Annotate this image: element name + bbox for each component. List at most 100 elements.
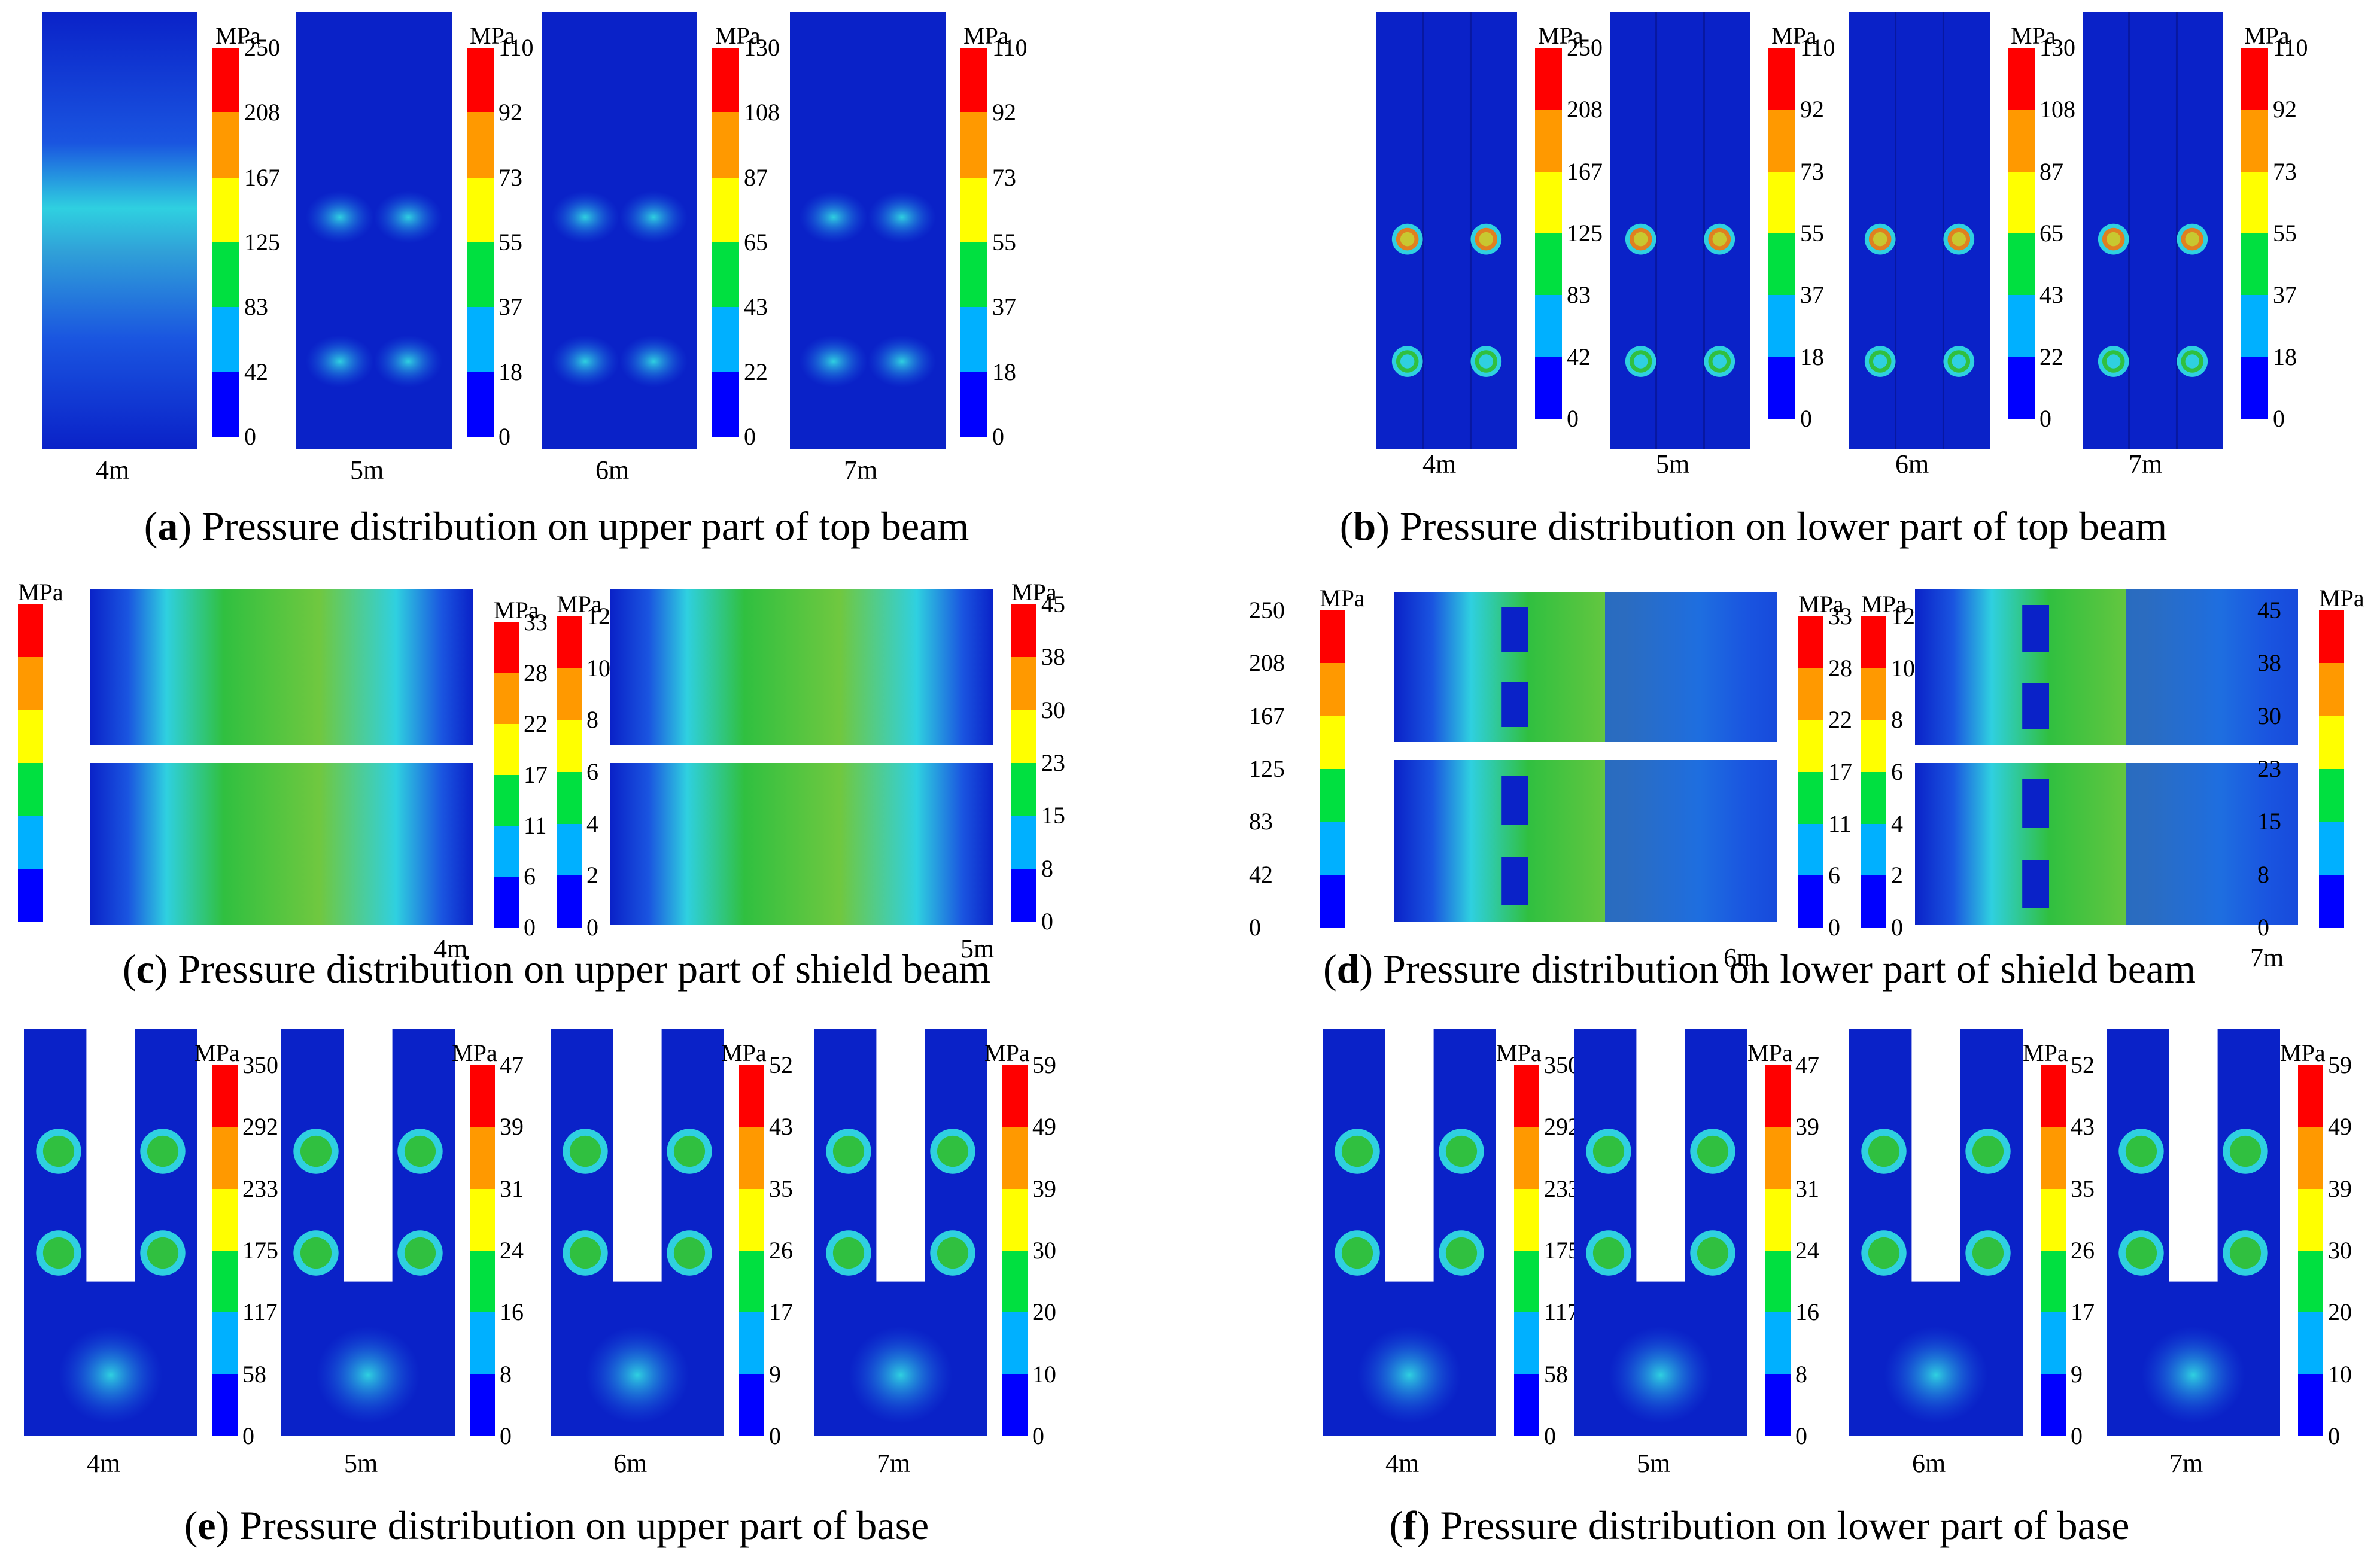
colorbar-tick-label: 8: [1795, 1360, 1807, 1388]
colorbar-unit-label: MPa: [215, 22, 261, 49]
colorbar-tick-label: 30: [2257, 702, 2281, 729]
panel-caption: (a) Pressure distribution on upper part …: [144, 503, 969, 549]
colorbar: [1861, 616, 1886, 928]
colorbar-segment: [2241, 171, 2268, 233]
colorbar-tick-label: 125: [1249, 755, 1285, 782]
colorbar-segment: [2008, 171, 2035, 233]
colorbar-tick-label: 73: [2273, 157, 2297, 185]
colorbar-unit-label: MPa: [2011, 22, 2056, 49]
colorbar-segment: [212, 177, 239, 242]
colorbar-tick-label: 8: [1891, 706, 1903, 734]
colorbar-tick-label: 37: [992, 293, 1016, 321]
colorbar-tick-label: 0: [524, 914, 536, 941]
colorbar: [1002, 1065, 1028, 1436]
colorbar: [1765, 1065, 1791, 1436]
colorbar: [2008, 48, 2035, 419]
colorbar-unit-label: MPa: [557, 591, 602, 618]
colorbar-segment: [1861, 668, 1886, 720]
colorbar-segment: [467, 372, 494, 437]
colorbar-tick-label: 87: [2039, 157, 2063, 185]
colorbar-segment: [2041, 1312, 2066, 1374]
plot-label-5m: 5m: [1637, 1449, 1671, 1478]
colorbar-segment: [1320, 822, 1345, 875]
colorbar-tick-label: 175: [242, 1237, 278, 1264]
colorbar-segment: [2298, 1127, 2323, 1189]
colorbar-tick-label: 0: [1795, 1422, 1807, 1449]
colorbar-tick-label: 110: [1800, 34, 1835, 61]
colorbar-tick-label: 0: [744, 423, 756, 450]
colorbar-segment: [467, 177, 494, 242]
colorbar: [557, 616, 582, 928]
colorbar-segment: [1765, 1188, 1791, 1251]
base-upper-plot: [814, 1029, 987, 1436]
colorbar-tick-label: 0: [1567, 405, 1579, 432]
colorbar-segment: [739, 1127, 764, 1189]
colorbar-tick-label: 35: [769, 1175, 793, 1202]
colorbar-segment: [18, 710, 43, 763]
colorbar: [212, 48, 239, 437]
plot-label-6m: 6m: [595, 455, 630, 485]
colorbar-tick-label: 83: [1249, 808, 1273, 835]
colorbar-tick-label: 42: [1567, 343, 1591, 370]
colorbar-tick-label: 37: [2273, 281, 2297, 309]
colorbar-segment: [2008, 48, 2035, 110]
colorbar-segment: [1768, 48, 1795, 110]
colorbar-unit-label: MPa: [984, 1039, 1030, 1066]
colorbar-segment: [212, 1188, 238, 1251]
colorbar-segment: [1765, 1127, 1791, 1189]
colorbar-segment: [2319, 822, 2344, 875]
colorbar-tick-label: 130: [2039, 34, 2075, 61]
colorbar-segment: [960, 242, 987, 308]
colorbar-tick-label: 208: [1249, 649, 1285, 677]
colorbar-segment: [1002, 1312, 1028, 1374]
colorbar-tick-label: 17: [1828, 758, 1852, 785]
colorbar-tick-label: 22: [1828, 706, 1852, 734]
plot-label-7m: 7m: [2169, 1449, 2203, 1478]
colorbar-tick-label: 38: [1041, 643, 1065, 671]
colorbar-tick-label: 26: [2071, 1237, 2095, 1264]
colorbar-tick-label: 110: [499, 34, 534, 61]
colorbar-tick-label: 73: [1800, 157, 1824, 185]
colorbar-segment: [1798, 616, 1823, 668]
colorbar-tick-label: 18: [1800, 343, 1824, 370]
colorbar-unit-label: MPa: [2244, 22, 2290, 49]
colorbar-segment: [1861, 772, 1886, 824]
colorbar-tick-label: 43: [2071, 1113, 2095, 1141]
colorbar-segment: [467, 112, 494, 178]
colorbar-segment: [467, 242, 494, 308]
colorbar-segment: [557, 823, 582, 876]
colorbar-tick-label: 30: [1041, 696, 1065, 723]
colorbar-tick-label: 9: [2071, 1360, 2083, 1388]
colorbar-tick-label: 12: [1891, 603, 1915, 630]
colorbar-tick-label: 26: [769, 1237, 793, 1264]
colorbar-segment: [739, 1188, 764, 1251]
colorbar-segment: [1768, 110, 1795, 172]
colorbar: [494, 622, 519, 928]
plot-label-7m: 7m: [2250, 943, 2284, 972]
colorbar-tick-label: 0: [586, 914, 598, 941]
colorbar-segment: [1798, 772, 1823, 824]
colorbar-tick-label: 125: [1567, 220, 1603, 247]
colorbar-segment: [2298, 1374, 2323, 1436]
colorbar-tick-label: 73: [499, 163, 522, 191]
colorbar-tick-label: 292: [242, 1113, 278, 1141]
colorbar-tick-label: 33: [1828, 603, 1852, 630]
colorbar-tick-label: 39: [2328, 1175, 2352, 1202]
colorbar-segment: [2008, 357, 2035, 419]
colorbar-unit-label: MPa: [721, 1039, 767, 1066]
colorbar-unit-label: MPa: [1747, 1039, 1793, 1066]
colorbar-segment: [1320, 769, 1345, 822]
colorbar-tick-label: 37: [1800, 281, 1824, 309]
shield-beam-upper-plot: [90, 589, 473, 745]
colorbar-segment: [1535, 171, 1562, 233]
colorbar-segment: [1002, 1065, 1028, 1127]
colorbar-tick-label: 12: [586, 603, 610, 630]
colorbar-tick-label: 110: [992, 34, 1028, 61]
colorbar-tick-label: 87: [744, 163, 768, 191]
colorbar-segment: [1768, 295, 1795, 357]
colorbar-tick-label: 39: [1795, 1113, 1819, 1141]
colorbar: [1320, 610, 1345, 928]
plot-label-4m: 4m: [87, 1449, 121, 1478]
plot-label-5m: 5m: [350, 455, 384, 485]
colorbar-tick-label: 83: [1567, 281, 1591, 309]
